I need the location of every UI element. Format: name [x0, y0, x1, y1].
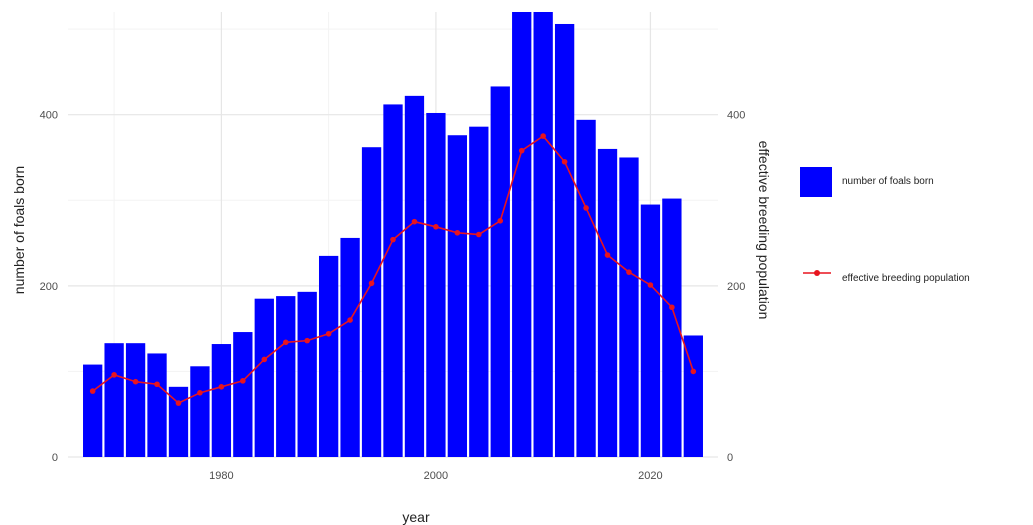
legend: number of foals born effective breeding … [800, 165, 1030, 302]
x-tick-label: 2000 [424, 470, 448, 482]
legend-swatch-foals [800, 167, 832, 197]
series-point [690, 368, 697, 375]
bar [619, 157, 639, 457]
bar [512, 12, 532, 457]
series-point [669, 304, 675, 311]
bar [490, 86, 510, 458]
bar [426, 112, 446, 457]
bar [597, 148, 618, 457]
series-point [218, 384, 225, 390]
legend-item-foals: number of foals born [800, 165, 1030, 205]
y2-tick-label: 400 [727, 110, 745, 122]
axes: 1980 2000 2020 0 200 400 0 200 400 [40, 110, 746, 482]
series-point [454, 229, 461, 236]
bar [211, 344, 232, 457]
y2-axis-label: effective breeding population [756, 141, 772, 320]
bar [233, 332, 253, 457]
series-point [347, 317, 353, 323]
bar [340, 237, 360, 457]
bar [683, 335, 703, 457]
x-axis-label: year [402, 509, 430, 525]
series-point [583, 205, 589, 211]
bar [125, 343, 146, 457]
legend-label-foals: number of foals born [842, 176, 934, 187]
bar [318, 255, 339, 457]
bar-series [83, 12, 703, 458]
series-point [368, 280, 375, 287]
y-tick-label: 400 [40, 110, 58, 122]
series-point [433, 223, 439, 230]
series-point [175, 400, 182, 406]
series-point [518, 147, 525, 154]
series-point [604, 252, 611, 258]
bar [168, 386, 189, 457]
legend-key-breeding [803, 270, 831, 276]
bar [276, 296, 296, 457]
series-point [282, 339, 289, 346]
bar [190, 366, 210, 457]
series-point [197, 390, 203, 396]
bar [662, 198, 682, 458]
series-point [411, 218, 418, 225]
bar [361, 147, 382, 457]
bar [83, 364, 103, 457]
line-series [89, 133, 697, 406]
bar [640, 204, 661, 457]
bar [447, 135, 468, 457]
series-point [325, 330, 332, 337]
series-point [304, 337, 310, 344]
series-point [476, 231, 482, 238]
y-axis-label: number of foals born [11, 166, 27, 294]
bar [404, 95, 425, 457]
y-tick-label: 0 [52, 452, 58, 464]
bar [469, 126, 489, 457]
bar [254, 298, 274, 457]
series-point [132, 378, 139, 385]
legend-label-breeding: effective breeding population [842, 273, 970, 284]
y2-tick-label: 0 [727, 452, 733, 464]
series-point [497, 218, 504, 224]
bar [533, 12, 553, 457]
y-tick-label: 200 [40, 281, 58, 293]
bar [576, 119, 596, 458]
series-point [626, 269, 632, 275]
bar [297, 291, 317, 457]
x-tick-label: 2020 [638, 470, 662, 482]
bar [104, 343, 124, 457]
series-point [89, 388, 96, 394]
series-point [561, 158, 568, 165]
series-point [540, 133, 546, 139]
series-point [261, 356, 268, 363]
y2-tick-label: 200 [727, 281, 745, 293]
series-point [390, 236, 396, 243]
bar [383, 104, 403, 457]
bar [147, 353, 167, 457]
bar [554, 23, 575, 457]
series-point [154, 381, 160, 388]
series-point [111, 372, 117, 378]
legend-item-breeding: effective breeding population [800, 262, 1030, 302]
series-point [647, 282, 654, 288]
series-point [240, 378, 246, 384]
x-tick-label: 1980 [209, 470, 233, 482]
